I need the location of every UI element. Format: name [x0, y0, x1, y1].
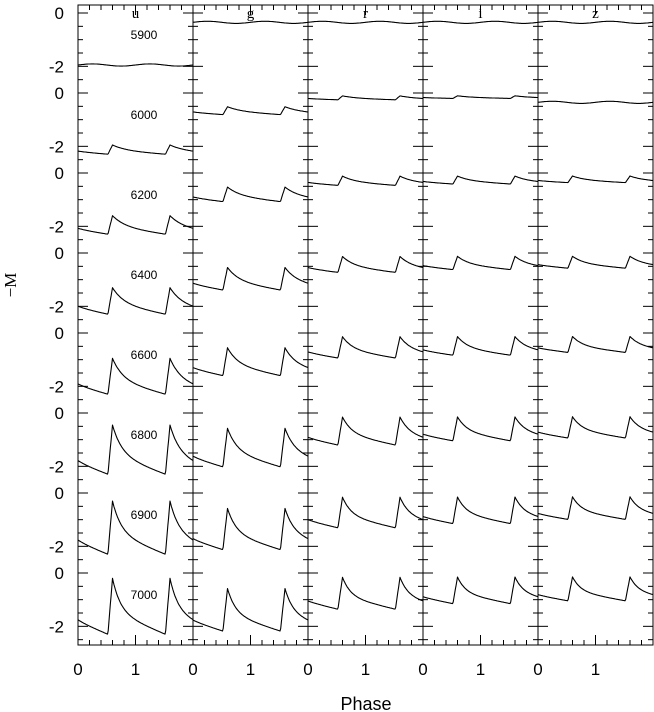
light-curve-g-6800 [192, 427, 309, 468]
temperature-label-6800: 6800 [131, 428, 158, 442]
light-curve-g-6200 [192, 186, 309, 203]
x-axis-title: Phase [340, 694, 391, 712]
light-curve-z-6000 [537, 100, 654, 104]
panel-frame-i [422, 4, 539, 646]
light-curve-z-6400 [537, 255, 654, 269]
light-curve-z-6600 [537, 335, 654, 353]
temperature-label-6900: 6900 [131, 508, 158, 522]
light-curve-i-6600 [422, 336, 539, 356]
light-curve-r-7000 [307, 576, 424, 610]
light-curve-u-6400 [77, 287, 194, 315]
temperature-label-6600: 6600 [131, 348, 158, 362]
light-curve-i-6000 [422, 95, 538, 99]
temperature-label-6400: 6400 [131, 268, 158, 282]
y-tick-label: -2 [49, 617, 64, 636]
panel-label-g: g [247, 6, 255, 22]
x-tick-label: 0 [418, 660, 427, 679]
light-curve-r-6600 [307, 336, 424, 359]
panel-frame-r [307, 4, 424, 646]
x-tick-label: 0 [533, 660, 542, 679]
light-curve-g-6600 [192, 347, 309, 377]
panel-label-r: r [363, 6, 368, 22]
light-curve-g-6400 [192, 266, 309, 291]
light-curve-z-6800 [537, 416, 654, 439]
temperature-label-6200: 6200 [131, 188, 158, 202]
light-curve-u-5900 [77, 63, 194, 67]
light-curve-i-7000 [422, 576, 539, 605]
y-tick-label: -2 [49, 217, 64, 236]
light-curve-z-6200 [537, 175, 654, 184]
panel-label-i: i [478, 6, 482, 22]
y-tick-label: -2 [49, 537, 64, 556]
light-curve-r-6000 [308, 95, 424, 101]
y-tick-label: 0 [55, 484, 64, 503]
x-tick-label: 1 [131, 660, 140, 679]
temperature-label-6000: 6000 [131, 108, 158, 122]
temperature-label-7000: 7000 [131, 588, 158, 602]
x-tick-label: 0 [73, 660, 82, 679]
panel-label-u: u [132, 6, 140, 22]
y-tick-label: -2 [49, 297, 64, 316]
y-tick-label: 0 [55, 324, 64, 343]
light-curve-i-6800 [422, 416, 539, 442]
light-curve-r-6400 [307, 255, 424, 273]
light-curve-z-5900 [537, 20, 654, 24]
light-curve-g-6000 [193, 106, 309, 116]
panel-frame-g [192, 4, 309, 646]
light-curve-z-6900 [537, 496, 654, 520]
light-curve-i-6200 [422, 175, 539, 185]
light-curve-r-6900 [307, 496, 424, 529]
y-tick-label: -2 [49, 457, 64, 476]
light-curve-r-6200 [307, 175, 424, 186]
y-tick-label: 0 [55, 84, 64, 103]
y-tick-label: -2 [49, 137, 64, 156]
x-tick-label: 1 [246, 660, 255, 679]
panel-label-z: z [592, 6, 599, 22]
light-curve-u-6000 [77, 144, 194, 155]
light-curve-i-6900 [422, 496, 539, 525]
light-curve-u-6900 [77, 500, 194, 555]
light-curve-z-7000 [537, 576, 654, 602]
light-curve-u-7000 [77, 577, 194, 635]
y-tick-label: 0 [55, 244, 64, 263]
y-tick-label: 0 [55, 564, 64, 583]
temperature-label-5900: 5900 [131, 28, 158, 42]
x-tick-label: 0 [188, 660, 197, 679]
x-tick-label: 1 [476, 660, 485, 679]
light-curve-i-5900 [422, 20, 539, 24]
light-curve-i-6400 [422, 255, 539, 271]
light-curve-u-6600 [77, 357, 194, 395]
y-tick-label: -2 [49, 377, 64, 396]
y-tick-label: 0 [55, 164, 64, 183]
x-tick-label: 1 [591, 660, 600, 679]
light-curve-u-6200 [77, 215, 194, 235]
y-tick-label: -2 [49, 57, 64, 76]
light-curve-g-6900 [192, 507, 309, 551]
light-curve-g-7000 [192, 587, 309, 632]
y-tick-label: 0 [55, 404, 64, 423]
y-axis-title: −M [1, 273, 20, 298]
light-curve-r-5900 [307, 20, 424, 24]
y-tick-label: 0 [55, 4, 64, 23]
light-curve-u-6800 [77, 424, 194, 475]
light-curve-g-5900 [192, 20, 309, 24]
x-tick-label: 1 [361, 660, 370, 679]
light-curve-r-6800 [307, 416, 424, 446]
x-tick-label: 0 [303, 660, 312, 679]
